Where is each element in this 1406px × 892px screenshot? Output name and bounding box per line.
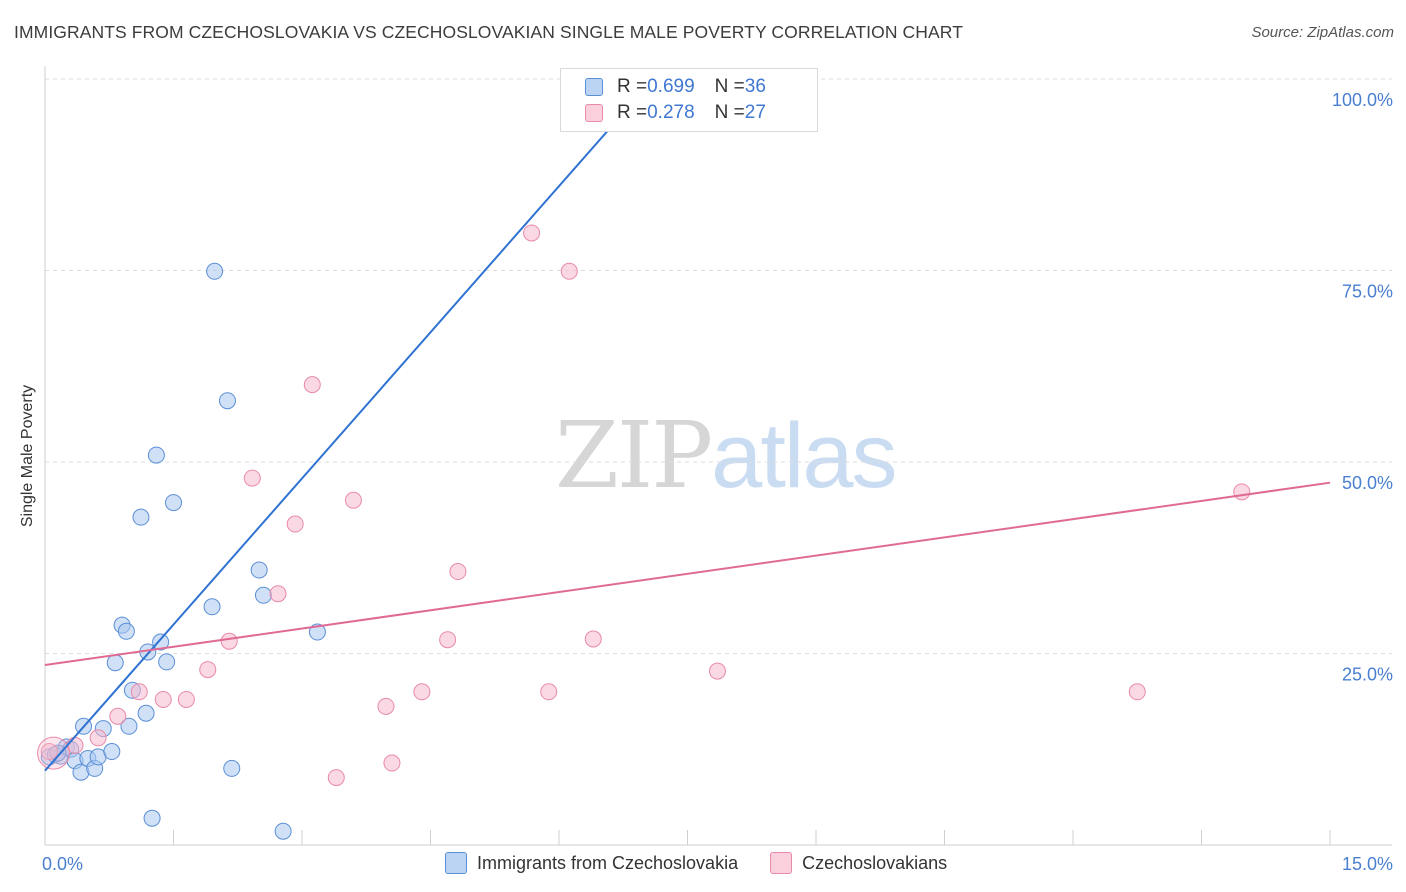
correlation-legend: R = 0.699 N = 36 R = 0.278 N = 27 (560, 68, 818, 132)
watermark-zip: ZIP (555, 402, 713, 509)
pink-data-point (269, 585, 287, 603)
pink-data-point (560, 262, 578, 280)
pink-data-point (327, 769, 345, 787)
legend-swatch-blue (585, 78, 603, 96)
grid-layer (45, 78, 1392, 654)
legend-swatch-pink (585, 104, 603, 122)
legend-n-label: N = (714, 102, 745, 123)
x-tick-label: 0.0% (42, 854, 83, 874)
series-legend-immigrants[interactable]: Immigrants from Czechoslovakia (445, 852, 738, 874)
pink-data-point (584, 630, 602, 648)
y-tick-label: 50.0% (1342, 473, 1393, 493)
blue-data-point (147, 446, 165, 464)
blue-data-point (120, 717, 138, 735)
pink-data-point (89, 729, 107, 747)
legend-r-label: R = (617, 102, 648, 123)
x-tick-label: 15.0% (1342, 854, 1393, 874)
pink-data-point (708, 662, 726, 680)
blue-data-point (106, 654, 124, 672)
points-layer (37, 70, 1251, 840)
blue-data-point (308, 623, 326, 641)
y-tick-label: 100.0% (1332, 90, 1393, 110)
legend-n-label: N = (714, 76, 745, 97)
legend-n-value: 27 (744, 102, 766, 123)
legend-n-value: 36 (744, 76, 766, 97)
blue-data-point (223, 759, 241, 777)
series-legend: Immigrants from Czechoslovakia Czechoslo… (445, 852, 979, 874)
label-layer: 25.0% 50.0% 75.0% 100.0% 0.0% 15.0% (42, 90, 1393, 874)
blue-data-point (117, 622, 135, 640)
legend-row-czechoslovakians: R = 0.278 N = 27 (585, 101, 766, 125)
blue-data-point (143, 809, 161, 827)
axis-layer (44, 66, 1392, 846)
blue-data-point (152, 633, 170, 651)
legend-r-value: 0.278 (647, 102, 695, 123)
legend-row-immigrants: R = 0.699 N = 36 (585, 75, 766, 99)
blue-data-point (250, 561, 268, 579)
pink-data-point (109, 707, 127, 725)
pink-data-point (177, 690, 195, 708)
series-label: Czechoslovakians (802, 852, 948, 873)
pink-data-point (199, 661, 217, 679)
pink-data-point (40, 743, 58, 761)
source-credit: Source: ZipAtlas.com (1251, 24, 1394, 41)
pink-data-point (1233, 483, 1251, 501)
trend-layer (44, 78, 1331, 772)
blue-data-point (103, 743, 121, 761)
pink-data-point (344, 491, 362, 509)
pink-data-point (243, 469, 261, 487)
blue-data-point (206, 262, 224, 280)
blue-data-point (165, 494, 182, 512)
watermark-atlas: atlas (711, 405, 897, 507)
pink-data-point (154, 690, 172, 708)
y-tick-label: 25.0% (1342, 665, 1393, 685)
watermark: ZIPatlas (555, 402, 898, 509)
blue-data-point (203, 598, 221, 616)
series-swatch-blue (445, 852, 467, 874)
pink-data-point (449, 563, 467, 581)
pink-data-point (540, 683, 558, 701)
pink-data-point (303, 376, 321, 394)
legend-r-label: R = (617, 76, 648, 97)
y-tick-label: 75.0% (1342, 282, 1393, 302)
blue-data-point (137, 704, 155, 722)
blue-data-point (254, 586, 272, 604)
pink-data-point (286, 515, 304, 533)
pink-data-point (130, 683, 148, 701)
legend-r-value: 0.699 (647, 76, 695, 97)
pink-data-point (383, 754, 401, 772)
pink-data-point (439, 631, 457, 649)
blue-trend-line (44, 78, 654, 772)
pink-data-point (377, 697, 395, 715)
pink-cluster-point (37, 736, 71, 770)
series-legend-czechoslovakians[interactable]: Czechoslovakians (770, 852, 947, 874)
blue-data-point (132, 508, 150, 526)
series-swatch-pink (770, 852, 793, 874)
blue-data-point (218, 392, 236, 410)
series-label: Immigrants from Czechoslovakia (477, 852, 739, 873)
pink-trend-line (44, 481, 1331, 666)
blue-data-point (158, 653, 176, 671)
blue-data-point (274, 822, 292, 840)
pink-data-point (220, 632, 238, 650)
pink-data-point (413, 683, 431, 701)
chart-title: IMMIGRANTS FROM CZECHOSLOVAKIA VS CZECHO… (14, 22, 964, 42)
pink-data-point (1128, 683, 1146, 701)
pink-data-point (523, 224, 541, 242)
